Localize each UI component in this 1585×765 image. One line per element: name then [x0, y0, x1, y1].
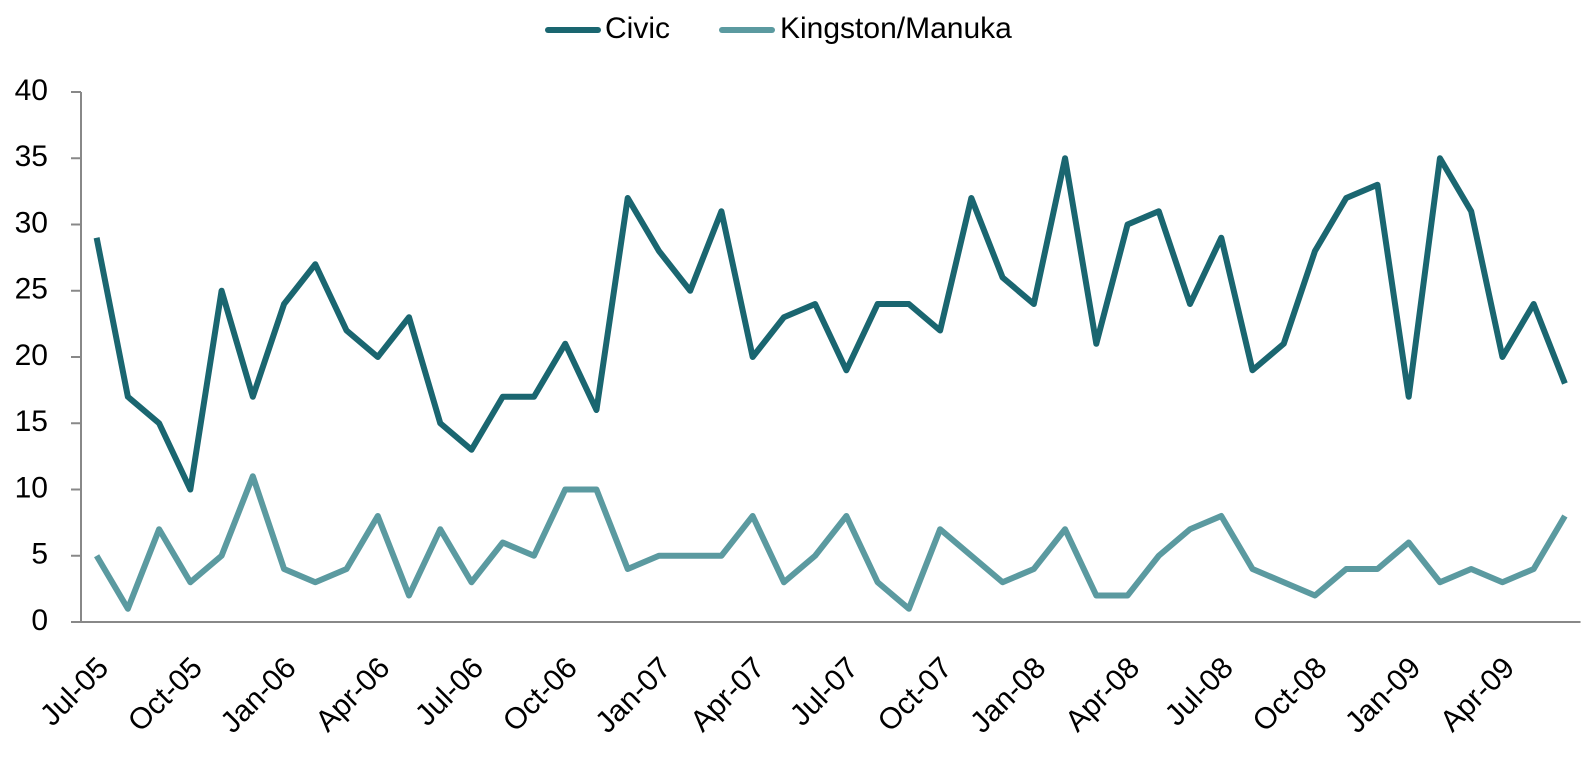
- x-tick-label: Oct-05: [122, 651, 209, 738]
- x-tick-label: Jul-07: [784, 651, 865, 732]
- x-tick-label: Oct-06: [497, 651, 584, 738]
- x-tick-label: Apr-09: [1434, 651, 1521, 738]
- x-tick-label: Apr-08: [1059, 651, 1146, 738]
- y-tick-label: 10: [15, 471, 48, 504]
- x-tick-label: Jan-08: [964, 651, 1052, 739]
- x-tick-label: Oct-07: [872, 651, 959, 738]
- y-tick-label: 0: [31, 604, 48, 637]
- x-tick-label: Apr-06: [309, 651, 396, 738]
- x-tick-label: Jan-09: [1339, 651, 1427, 739]
- x-tick-label: Apr-07: [684, 651, 771, 738]
- x-tick-label: Jan-06: [214, 651, 302, 739]
- x-tick-label: Jul-06: [409, 651, 490, 732]
- legend-label: Civic: [605, 12, 670, 45]
- y-tick-label: 5: [31, 538, 48, 571]
- x-tick-label: Jan-07: [589, 651, 677, 739]
- y-tick-label: 40: [15, 74, 48, 107]
- line-series: [94, 473, 1568, 612]
- line-series: [93, 155, 1568, 493]
- y-tick-label: 25: [15, 273, 48, 306]
- y-tick-label: 30: [15, 206, 48, 239]
- x-tick-label: Jul-05: [34, 651, 115, 732]
- x-tick-label: Jul-08: [1159, 651, 1240, 732]
- x-tick-label: Oct-08: [1247, 651, 1334, 738]
- y-tick-label: 15: [15, 405, 48, 438]
- y-tick-label: 20: [15, 339, 48, 372]
- legend-label: Kingston/Manuka: [780, 12, 1012, 45]
- y-tick-label: 35: [15, 140, 48, 173]
